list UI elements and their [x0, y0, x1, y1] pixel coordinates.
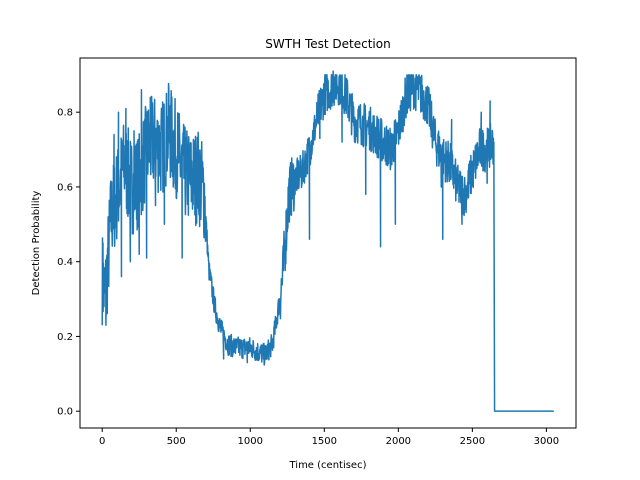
x-tick-label: 1000	[238, 436, 263, 447]
y-axis-label: Detection Probability	[31, 191, 42, 296]
x-tick-label: 2500	[460, 436, 485, 447]
y-tick-label: 0.0	[57, 407, 73, 418]
y-axis: 0.0 0.2 0.4 0.6 0.8	[57, 108, 80, 418]
x-tick-label: 2000	[386, 436, 411, 447]
x-tick-label: 0	[99, 436, 105, 447]
x-tick-label: 500	[167, 436, 186, 447]
y-tick-label: 0.6	[57, 182, 73, 193]
plot-area	[101, 70, 554, 412]
series-line	[101, 70, 554, 412]
x-tick-label: 3000	[534, 436, 559, 447]
y-tick-label: 0.8	[57, 108, 73, 119]
x-tick-label: 1500	[312, 436, 337, 447]
chart-title: SWTH Test Detection	[265, 37, 390, 51]
y-tick-label: 0.2	[57, 332, 73, 343]
y-tick-label: 0.4	[57, 257, 73, 268]
axes-frame	[79, 57, 577, 429]
x-axis-label: Time (centisec)	[288, 460, 366, 471]
x-axis: 0 500 1000 1500 2000 2500 3000	[99, 428, 559, 447]
